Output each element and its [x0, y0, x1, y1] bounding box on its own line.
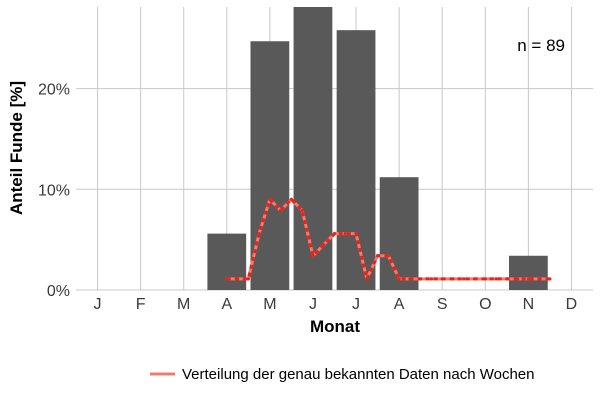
y-axis-title: Anteil Funde [%]: [7, 81, 26, 215]
line-point-6: [289, 197, 294, 201]
line-point-13: [365, 277, 369, 281]
line-point-30: [548, 277, 552, 281]
y-tick-label-0: 0%: [47, 283, 70, 300]
line-point-14: [375, 254, 380, 258]
line-point-10: [332, 232, 337, 236]
bar-5: [293, 7, 333, 290]
line-point-26: [505, 277, 509, 281]
bar-4: [250, 41, 290, 291]
x-tick-label-9: O: [479, 296, 491, 313]
line-point-16: [397, 277, 401, 281]
x-tick-label-7: A: [394, 296, 405, 313]
x-tick-label-4: M: [263, 296, 276, 313]
line-point-18: [419, 277, 423, 281]
line-point-21: [451, 277, 455, 281]
line-point-7: [300, 208, 304, 213]
line-point-3: [257, 232, 261, 236]
weekly-distribution-line: [225, 196, 552, 284]
line-point-20: [440, 277, 444, 281]
y-tick-label-1: 10%: [38, 182, 70, 199]
x-tick-label-8: S: [437, 296, 448, 313]
line-point-1: [235, 277, 240, 281]
x-tick-label-2: M: [177, 296, 190, 313]
x-tick-label-1: F: [136, 296, 146, 313]
line-point-0: [225, 277, 229, 281]
line-point-4: [268, 197, 272, 201]
x-tick-label-5: J: [309, 296, 317, 313]
x-tick-label-10: N: [523, 296, 535, 313]
sample-size-annotation: n = 89: [517, 36, 565, 55]
line-point-22: [462, 277, 466, 281]
line-point-11: [343, 232, 347, 236]
line-point-24: [483, 277, 487, 281]
x-tick-label-6: J: [352, 296, 360, 313]
bar-6: [336, 30, 376, 291]
bars: [207, 7, 548, 291]
grid-lines: [76, 7, 593, 291]
bar-3: [207, 233, 247, 290]
line-point-19: [429, 277, 434, 281]
line-point-27: [516, 277, 520, 281]
line-point-8: [311, 254, 315, 258]
line-point-2: [246, 277, 250, 281]
legend-label: Verteilung der genau bekannten Daten nac…: [182, 366, 535, 383]
y-tick-label-2: 20%: [38, 82, 70, 99]
x-tick-label-0: J: [94, 296, 102, 313]
line-point-15: [386, 254, 390, 258]
line-point-23: [472, 277, 477, 281]
bar-7: [379, 177, 419, 290]
x-tick-label-3: A: [221, 296, 232, 313]
line-point-28: [526, 277, 530, 281]
bar-10: [508, 255, 548, 290]
line-point-17: [408, 277, 412, 281]
legend: Verteilung der genau bekannten Daten nac…: [150, 366, 535, 383]
y-tick-labels: 0% 10% 20%: [38, 82, 70, 300]
line-point-29: [537, 277, 541, 281]
line-point-9: [322, 243, 326, 247]
line-point-12: [354, 232, 358, 236]
x-tick-label-11: D: [566, 296, 578, 313]
line-point-5: [279, 208, 283, 213]
line-point-25: [494, 277, 498, 281]
x-axis-title: Monat: [310, 317, 360, 336]
